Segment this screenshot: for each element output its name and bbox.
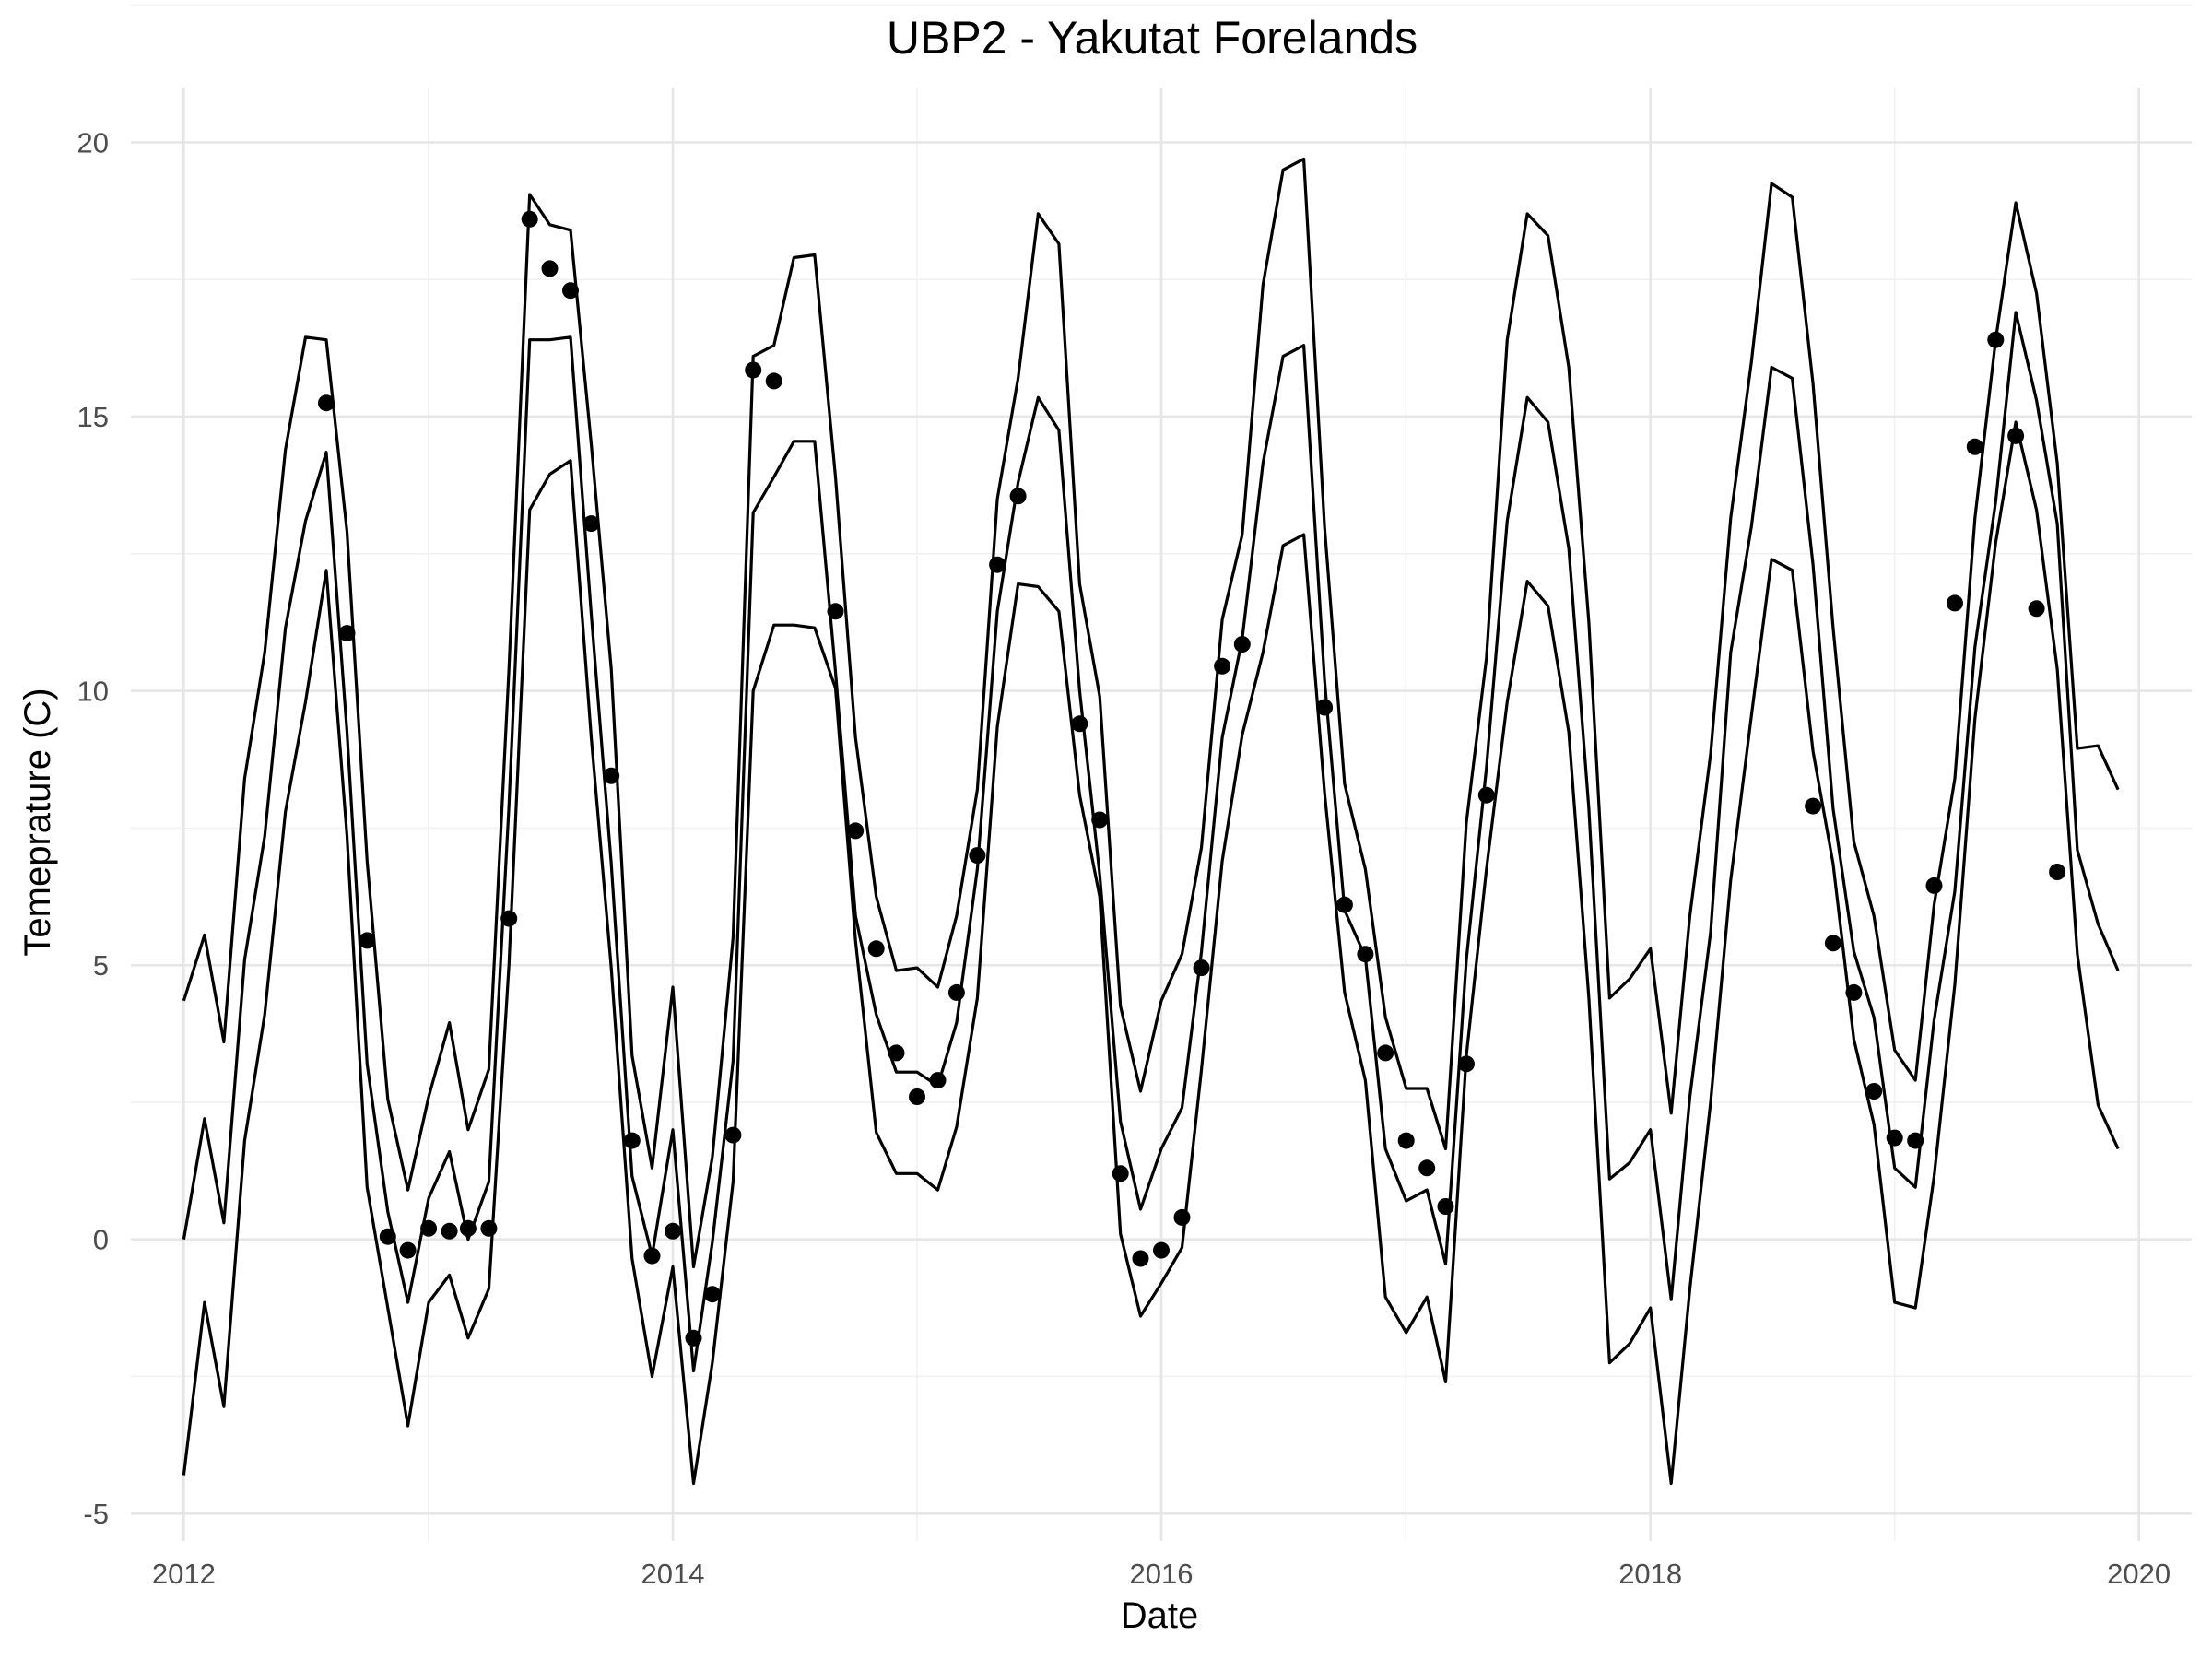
observation-point bbox=[1173, 1208, 1191, 1226]
observation-point bbox=[1153, 1241, 1170, 1259]
observation-point bbox=[338, 625, 356, 642]
observation-point bbox=[745, 361, 762, 379]
observation-point bbox=[1886, 1129, 1903, 1147]
observation-point bbox=[1418, 1159, 1436, 1177]
observation-point bbox=[724, 1126, 742, 1144]
x-tick-label: 2016 bbox=[1130, 1558, 1194, 1590]
observation-point bbox=[929, 1072, 947, 1089]
observation-point bbox=[1865, 1083, 1883, 1100]
observation-point bbox=[2007, 427, 2025, 444]
grid bbox=[131, 4, 2192, 1541]
series-layer bbox=[182, 157, 2120, 1486]
observation-point bbox=[459, 1219, 477, 1237]
observation-point bbox=[623, 1132, 641, 1149]
observation-point bbox=[1907, 1132, 1924, 1149]
observation-point bbox=[1091, 811, 1109, 829]
observation-point bbox=[1112, 1165, 1129, 1182]
observation-point bbox=[1071, 715, 1088, 733]
observation-point bbox=[1477, 786, 1495, 804]
observation-point bbox=[500, 910, 518, 927]
predicted-mean-line bbox=[182, 311, 2120, 1373]
observation-point bbox=[1377, 1044, 1394, 1062]
y-tick-label: 5 bbox=[93, 949, 109, 982]
observation-point bbox=[1132, 1250, 1149, 1267]
observation-point bbox=[827, 603, 844, 620]
y-tick-label: 10 bbox=[77, 676, 109, 708]
observation-point bbox=[541, 260, 559, 277]
observation-point bbox=[1947, 594, 1963, 612]
observation-point bbox=[765, 372, 782, 390]
observation-point bbox=[1824, 935, 1841, 952]
observation-point bbox=[643, 1247, 661, 1265]
observation-point bbox=[867, 940, 885, 958]
y-tick-label: 0 bbox=[93, 1224, 109, 1256]
x-axis-title: Date bbox=[1121, 1595, 1199, 1636]
observation-point bbox=[947, 983, 965, 1001]
observation-point bbox=[1845, 983, 1863, 1001]
observation-point bbox=[1966, 438, 1983, 455]
observation-point bbox=[441, 1222, 458, 1240]
observation-point bbox=[562, 282, 579, 300]
y-tick-label: 20 bbox=[77, 127, 109, 159]
x-tick-label: 2018 bbox=[1618, 1558, 1682, 1590]
observation-point bbox=[1316, 699, 1334, 716]
observation-point bbox=[1233, 636, 1251, 653]
observation-point bbox=[1987, 331, 2005, 348]
observation-point bbox=[379, 1228, 396, 1245]
observation-point bbox=[521, 210, 538, 228]
observation-point bbox=[359, 932, 376, 949]
x-tick-label: 2014 bbox=[641, 1558, 705, 1590]
lower-bound-line bbox=[182, 420, 2120, 1486]
observation-point bbox=[847, 822, 865, 840]
observation-point bbox=[420, 1219, 438, 1237]
observation-point bbox=[2049, 864, 2066, 880]
observation-point bbox=[1805, 797, 1822, 815]
observation-point bbox=[1357, 946, 1374, 963]
upper-bound-line bbox=[182, 157, 2120, 1269]
observation-point bbox=[665, 1222, 681, 1240]
y-axis-title: Temeprature (C) bbox=[18, 688, 58, 956]
x-tick-label: 2012 bbox=[152, 1558, 216, 1590]
observation-point bbox=[1397, 1132, 1415, 1149]
observation-point bbox=[888, 1044, 905, 1062]
observation-point bbox=[399, 1241, 417, 1259]
observation-point bbox=[603, 767, 620, 784]
y-axis-ticks: -5 0 5 10 15 20 bbox=[77, 127, 109, 1531]
observation-point bbox=[989, 556, 1006, 573]
observation-point bbox=[1193, 959, 1210, 977]
observation-point bbox=[480, 1219, 498, 1237]
y-tick-label: -5 bbox=[83, 1498, 109, 1530]
x-axis-ticks: 2012 2014 2016 2018 2020 bbox=[152, 1558, 2171, 1590]
observation-points bbox=[318, 210, 2066, 1347]
observation-point bbox=[2028, 600, 2045, 618]
observation-point bbox=[703, 1286, 721, 1303]
observation-point bbox=[909, 1088, 925, 1105]
observation-point bbox=[1437, 1198, 1454, 1215]
observation-point bbox=[1925, 877, 1943, 894]
observation-point bbox=[1335, 896, 1353, 913]
observation-point bbox=[318, 394, 335, 412]
observation-point bbox=[1458, 1055, 1475, 1073]
observation-point bbox=[1009, 488, 1027, 505]
observation-point bbox=[969, 847, 986, 865]
x-tick-label: 2020 bbox=[2107, 1558, 2171, 1590]
y-tick-label: 15 bbox=[77, 401, 109, 433]
observation-point bbox=[582, 515, 600, 533]
observation-point bbox=[685, 1329, 702, 1347]
chart-title: UBP2 - Yakutat Forelands bbox=[887, 12, 1418, 64]
observation-point bbox=[1214, 657, 1231, 675]
